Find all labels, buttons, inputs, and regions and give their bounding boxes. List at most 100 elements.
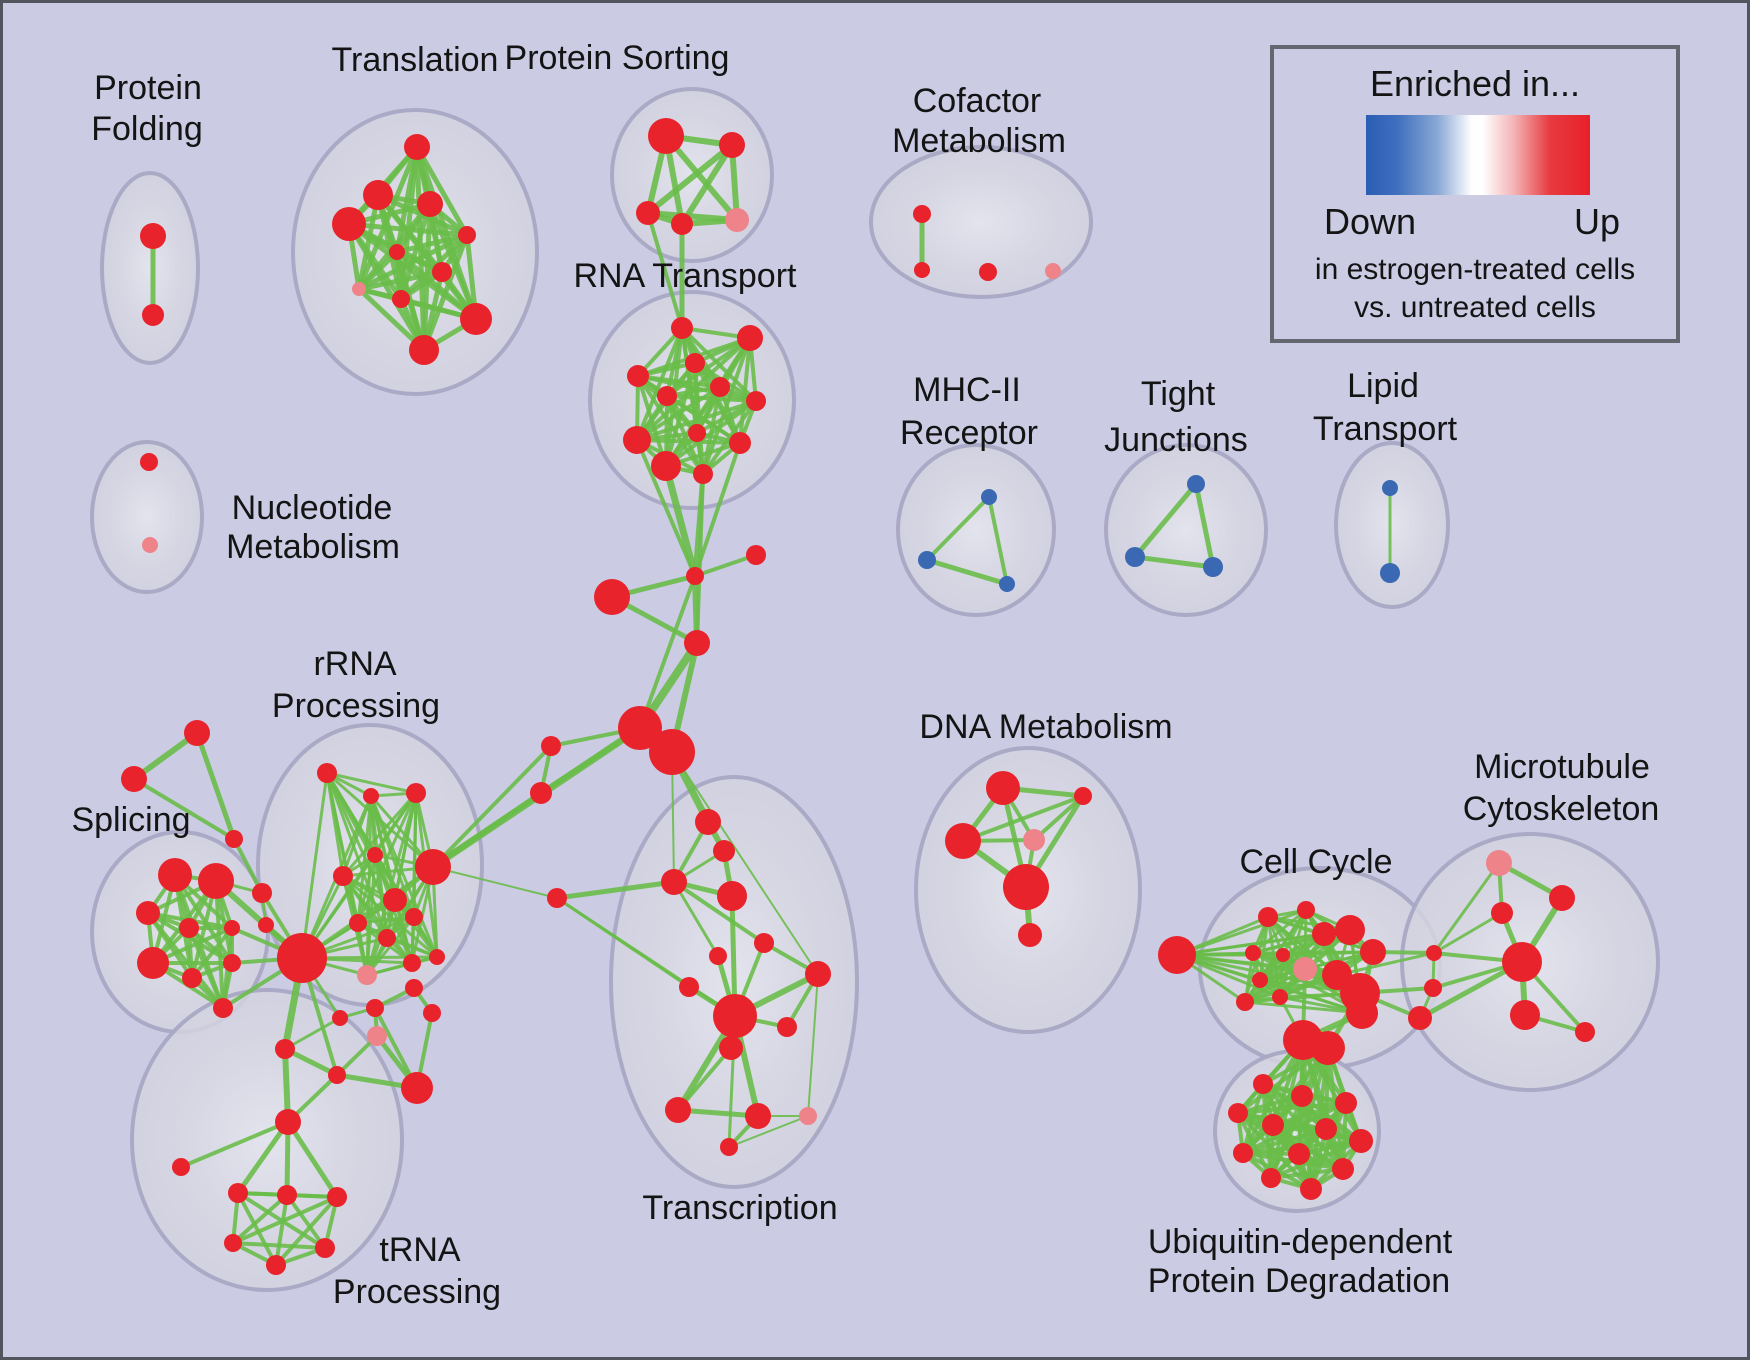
edge-q1-q4 (283, 1016, 342, 1051)
node-c11 (1236, 993, 1254, 1011)
node-tr1 (184, 720, 210, 746)
node-mpink (1486, 850, 1512, 876)
cluster-label-protein-folding-1: Folding (91, 110, 203, 148)
node-rt3 (685, 353, 705, 373)
node-x8 (679, 977, 699, 997)
node-pf2 (142, 304, 164, 326)
edge-j1-j2 (693, 553, 758, 578)
cluster-ellipse-protein-folding (100, 171, 200, 365)
node-t6 (389, 244, 405, 260)
cluster-label-protein-folding-0: Protein (94, 69, 202, 107)
node-rt10 (729, 432, 751, 454)
node-r1 (317, 763, 337, 783)
node-q1 (275, 1039, 295, 1059)
edge-r2-r11 (369, 794, 439, 959)
node-q2 (328, 1066, 346, 1084)
node-tr3 (225, 830, 243, 848)
node-rrhub (277, 933, 327, 983)
edge-u6-u8 (1241, 1127, 1328, 1155)
edge-h2-h4 (231, 1193, 289, 1245)
edge-s5-s7 (190, 926, 234, 980)
node-cf2 (914, 262, 930, 278)
node-u4 (1228, 1103, 1248, 1123)
node-ps5 (725, 208, 749, 232)
node-r11 (429, 949, 445, 965)
cluster-label-splicing-0: Splicing (71, 801, 190, 839)
node-s5 (224, 920, 240, 936)
node-u10 (1332, 1158, 1354, 1180)
cluster-label-ubiquitin-degradation-1: Protein Degradation (1148, 1262, 1450, 1300)
edge-s3-s9 (146, 911, 225, 1010)
edge-u3-u4 (1236, 1101, 1348, 1115)
node-rt11 (651, 451, 681, 481)
node-rt2 (737, 325, 763, 351)
node-hub1 (618, 706, 662, 750)
cluster-label-trna-processing-0: tRNA (379, 1231, 461, 1269)
edge-uhub2-u4 (1236, 1046, 1330, 1115)
edge-c9-c11 (1243, 973, 1339, 1004)
node-s4 (179, 918, 199, 938)
node-r9 (378, 929, 396, 947)
edge-rt6-rt7 (665, 394, 758, 403)
edge-c9-jm (1335, 951, 1436, 977)
node-q7 (423, 1004, 441, 1022)
edge-ps3-rt1 (646, 211, 684, 330)
node-r2 (363, 788, 379, 804)
edge-s1-s8 (173, 873, 234, 965)
edge-rt1-rt9 (635, 326, 684, 442)
node-t7 (432, 262, 452, 282)
node-h4 (224, 1234, 242, 1252)
edge-r7-r8 (356, 915, 416, 925)
node-t11 (409, 335, 439, 365)
edge-d2-d3 (961, 794, 1085, 843)
node-spa (541, 736, 561, 756)
node-r5 (333, 866, 353, 886)
edge-rt7-rt9 (635, 399, 758, 442)
cluster-label-lipid-transport-0: Lipid (1347, 367, 1419, 405)
node-d3 (945, 823, 981, 859)
node-u1 (1253, 1074, 1273, 1094)
node-sx (252, 883, 272, 903)
node-t8 (352, 282, 366, 296)
cluster-label-microtubule-cytoskeleton-0: Microtubule (1474, 748, 1650, 786)
edge-h3-h6 (274, 1195, 339, 1267)
node-x11 (665, 1097, 691, 1123)
node-cpink (1293, 957, 1317, 981)
node-m (684, 630, 710, 656)
node-x13 (720, 1138, 738, 1156)
edge-h1-h6 (236, 1191, 278, 1267)
node-t1 (404, 134, 430, 160)
node-c2 (1297, 901, 1315, 919)
node-xpink (799, 1107, 817, 1125)
node-ps1 (648, 118, 684, 154)
legend-down-label: Down (1324, 201, 1417, 242)
node-c8 (1252, 972, 1268, 988)
edge-t1-t5 (414, 144, 470, 238)
node-c10 (1272, 989, 1288, 1005)
node-s1 (158, 858, 192, 892)
node-lt1 (1382, 480, 1398, 496)
cluster-label-mhc-ii-receptor-1: Receptor (900, 414, 1038, 452)
node-rbig (415, 849, 451, 885)
edge-jm-m2 (1432, 911, 1504, 955)
node-cbig3 (1346, 997, 1378, 1029)
node-u8 (1233, 1143, 1253, 1163)
node-x12 (745, 1103, 771, 1129)
node-d4 (1003, 864, 1049, 910)
node-h3 (327, 1187, 347, 1207)
node-c6 (1245, 945, 1261, 961)
cluster-label-tight-junctions-1: Junctions (1104, 421, 1248, 459)
cluster-label-nucleotide-metabolism-0: Nucleotide (232, 489, 393, 527)
edge-rt10-j1 (693, 441, 742, 578)
node-rt5 (710, 377, 730, 397)
cluster-label-cofactor-metabolism-0: Cofactor (913, 82, 1042, 120)
node-t2 (363, 180, 393, 210)
cluster-label-cell-cycle-0: Cell Cycle (1239, 843, 1392, 881)
node-pf1 (140, 223, 166, 249)
edge-rt9-j1 (635, 438, 697, 578)
edge-mh1-mh3 (987, 495, 1009, 586)
edge-ps1-ps5 (663, 133, 740, 223)
node-s8 (223, 954, 241, 972)
node-rt6 (657, 386, 677, 406)
